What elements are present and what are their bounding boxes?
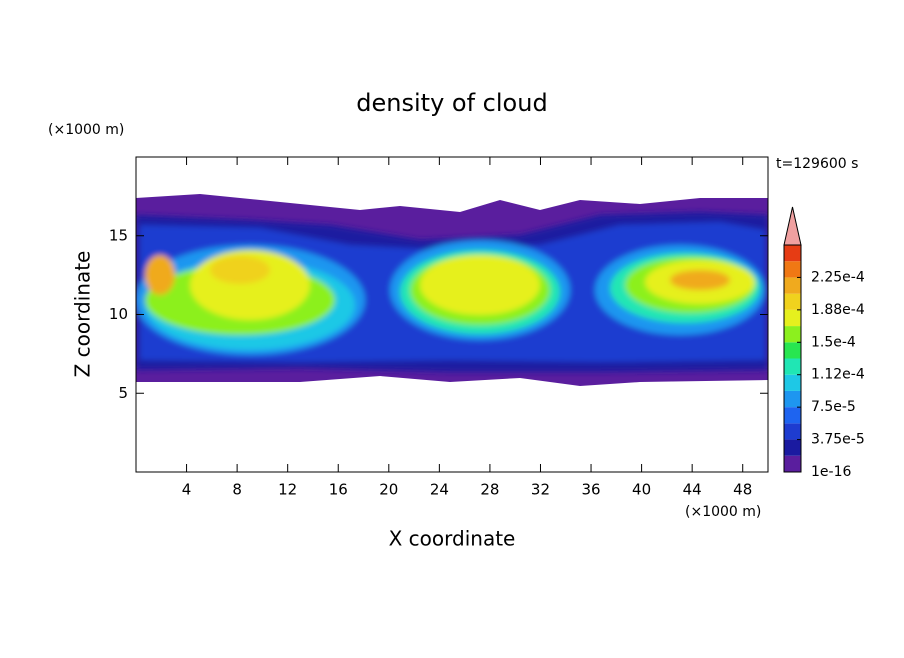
colorbar-band xyxy=(784,374,801,391)
colorbar-band xyxy=(784,309,801,327)
colorbar-band xyxy=(784,261,801,278)
y-tick-label: 5 xyxy=(118,384,128,402)
colorbar-band xyxy=(784,390,801,408)
colorbar-band xyxy=(784,455,801,472)
colorbar-band xyxy=(784,407,801,424)
colorbar-tick-label: 3.75e-5 xyxy=(811,432,865,448)
x-axis-label: X coordinate xyxy=(389,527,516,551)
x-tick-label: 32 xyxy=(531,481,550,499)
x-tick-label: 20 xyxy=(379,481,398,499)
contour-field xyxy=(136,194,768,386)
x-tick-label: 40 xyxy=(632,481,651,499)
colorbar-tick-label: 1.12e-4 xyxy=(811,367,865,383)
y-unit: (×1000 m) xyxy=(48,122,124,138)
colorbar: 1e-16 3.75e-5 7.5e-5 1.12e-4 1.5e-4 1.88e-4 2.… xyxy=(783,206,865,480)
colorbar-band xyxy=(784,342,801,359)
x-tick-label: 36 xyxy=(581,481,600,499)
colorbar-band xyxy=(784,277,801,294)
x-tick-label: 44 xyxy=(683,481,702,499)
x-tick-label: 4 xyxy=(182,481,192,499)
y-tick-label: 15 xyxy=(109,226,128,244)
x-unit: (×1000 m) xyxy=(685,504,761,520)
colorbar-band xyxy=(784,326,801,343)
colorbar-frame xyxy=(783,244,802,473)
colorbar-tick-label: 1.5e-4 xyxy=(811,334,856,350)
y-tick-label: 10 xyxy=(109,305,128,323)
y-axis-label: Z coordinate xyxy=(71,251,95,378)
x-tick-label: 8 xyxy=(232,481,242,499)
x-tick-label: 24 xyxy=(430,481,449,499)
x-tick-label: 48 xyxy=(733,481,752,499)
colorbar-tick-label: 1.88e-4 xyxy=(811,302,865,318)
colorbar-band xyxy=(784,293,801,310)
colorbar-band xyxy=(784,439,801,456)
colorbar-band xyxy=(784,423,801,440)
x-tick-label: 12 xyxy=(278,481,297,499)
colorbar-band xyxy=(784,245,801,262)
time-label: t=129600 s xyxy=(776,156,858,172)
x-tick-label: 28 xyxy=(480,481,499,499)
colorbar-tick-label: 7.5e-5 xyxy=(811,399,856,415)
colorbar-extend xyxy=(783,206,802,246)
chart-title: density of cloud xyxy=(356,89,547,117)
colorbar-band xyxy=(784,358,801,375)
colorbar-tick-label: 1e-16 xyxy=(811,464,851,480)
x-tick-label: 16 xyxy=(329,481,348,499)
colorbar-tick-label: 2.25e-4 xyxy=(811,269,865,285)
